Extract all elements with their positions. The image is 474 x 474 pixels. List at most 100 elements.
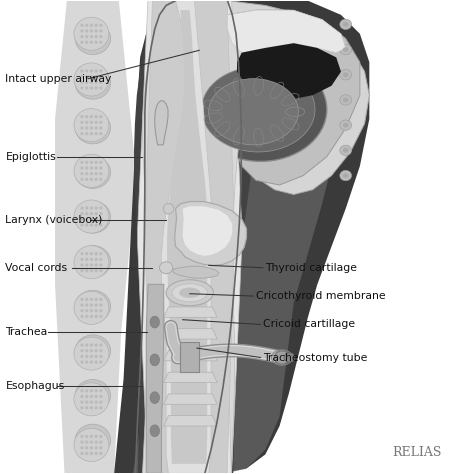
Ellipse shape	[94, 29, 98, 33]
Ellipse shape	[85, 127, 88, 129]
Ellipse shape	[80, 24, 83, 27]
Ellipse shape	[90, 355, 93, 358]
Ellipse shape	[74, 17, 109, 50]
Ellipse shape	[99, 172, 102, 175]
Ellipse shape	[90, 269, 93, 273]
Ellipse shape	[94, 41, 98, 44]
Ellipse shape	[74, 383, 109, 416]
Ellipse shape	[90, 212, 93, 215]
Ellipse shape	[343, 173, 348, 178]
Text: Tracheostomy tube: Tracheostomy tube	[263, 353, 367, 363]
Ellipse shape	[94, 444, 98, 448]
Ellipse shape	[99, 258, 102, 261]
Ellipse shape	[99, 126, 103, 130]
Ellipse shape	[90, 406, 93, 410]
Ellipse shape	[94, 304, 98, 308]
Ellipse shape	[94, 395, 98, 398]
Ellipse shape	[74, 337, 109, 370]
Polygon shape	[164, 394, 217, 404]
Ellipse shape	[99, 355, 102, 358]
Ellipse shape	[94, 127, 98, 129]
Polygon shape	[55, 0, 136, 474]
Ellipse shape	[94, 406, 98, 410]
Ellipse shape	[343, 123, 348, 128]
Ellipse shape	[150, 354, 159, 366]
Ellipse shape	[85, 446, 88, 449]
Ellipse shape	[99, 395, 102, 398]
Ellipse shape	[150, 425, 159, 437]
Ellipse shape	[80, 452, 83, 455]
Ellipse shape	[274, 351, 290, 364]
Ellipse shape	[94, 349, 98, 353]
Ellipse shape	[340, 145, 352, 155]
Ellipse shape	[90, 29, 93, 33]
Polygon shape	[218, 0, 241, 474]
Ellipse shape	[90, 161, 93, 164]
Text: Intact upper airway: Intact upper airway	[5, 73, 112, 84]
Ellipse shape	[94, 210, 98, 213]
Ellipse shape	[94, 87, 98, 91]
Ellipse shape	[90, 344, 93, 346]
Ellipse shape	[80, 86, 83, 90]
Ellipse shape	[99, 389, 102, 392]
Ellipse shape	[82, 171, 86, 174]
Ellipse shape	[94, 171, 98, 174]
Ellipse shape	[74, 292, 109, 324]
Ellipse shape	[82, 444, 86, 448]
Ellipse shape	[94, 355, 98, 358]
Ellipse shape	[74, 200, 109, 233]
Ellipse shape	[159, 262, 173, 273]
Ellipse shape	[94, 212, 98, 215]
Ellipse shape	[85, 406, 88, 410]
Ellipse shape	[94, 132, 98, 135]
Ellipse shape	[90, 389, 93, 392]
Ellipse shape	[74, 63, 109, 96]
Polygon shape	[164, 328, 217, 339]
Ellipse shape	[74, 428, 109, 462]
Ellipse shape	[80, 127, 83, 129]
Polygon shape	[237, 43, 341, 100]
Ellipse shape	[94, 221, 98, 225]
Ellipse shape	[94, 166, 98, 170]
Ellipse shape	[90, 440, 93, 444]
Ellipse shape	[94, 389, 98, 392]
Ellipse shape	[99, 343, 103, 347]
Ellipse shape	[80, 395, 83, 398]
Ellipse shape	[85, 269, 88, 273]
Ellipse shape	[75, 22, 110, 55]
Ellipse shape	[99, 81, 102, 84]
Ellipse shape	[90, 115, 93, 118]
Ellipse shape	[99, 206, 102, 210]
Polygon shape	[173, 266, 219, 278]
Ellipse shape	[82, 126, 86, 130]
Ellipse shape	[80, 269, 83, 273]
Ellipse shape	[74, 155, 109, 187]
Ellipse shape	[82, 388, 86, 392]
Ellipse shape	[87, 31, 91, 35]
Ellipse shape	[90, 86, 93, 90]
Ellipse shape	[87, 215, 91, 219]
Ellipse shape	[90, 446, 93, 449]
Ellipse shape	[80, 212, 83, 215]
Ellipse shape	[99, 344, 102, 346]
Ellipse shape	[85, 252, 88, 255]
Polygon shape	[180, 342, 199, 372]
Ellipse shape	[82, 42, 86, 46]
Ellipse shape	[99, 165, 103, 169]
Ellipse shape	[99, 31, 103, 35]
Ellipse shape	[90, 218, 93, 221]
Ellipse shape	[99, 252, 102, 255]
Text: Trachea: Trachea	[5, 327, 48, 337]
Ellipse shape	[90, 298, 93, 301]
Ellipse shape	[90, 81, 93, 84]
Ellipse shape	[87, 221, 91, 225]
Ellipse shape	[94, 446, 98, 449]
Ellipse shape	[85, 69, 88, 73]
Ellipse shape	[82, 438, 86, 442]
Ellipse shape	[85, 206, 88, 210]
Ellipse shape	[94, 75, 98, 78]
Ellipse shape	[99, 86, 102, 90]
Ellipse shape	[85, 218, 88, 221]
Ellipse shape	[94, 161, 98, 164]
Ellipse shape	[99, 75, 103, 79]
